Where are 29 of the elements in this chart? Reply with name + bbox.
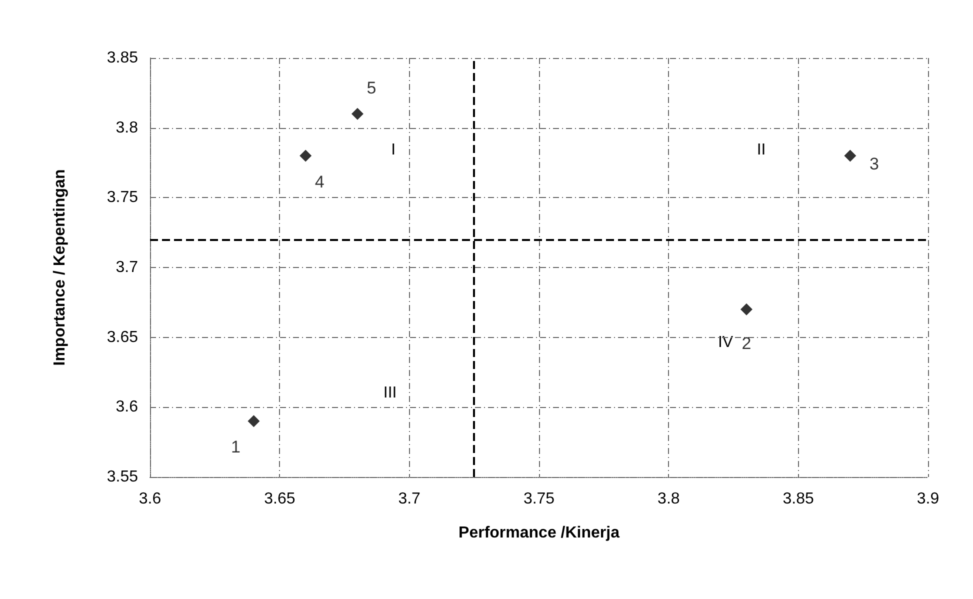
y-axis-title: Importance / Kepentingan [52, 169, 68, 366]
annotation: I [391, 141, 396, 158]
x-axis-title: Performance /Kinerja [458, 524, 620, 542]
x-tick-label: 3.75 [523, 490, 555, 508]
annotation: 5 [366, 78, 376, 98]
x-tick-label: 3.85 [782, 490, 814, 508]
x-tick-label: 3.6 [138, 490, 162, 508]
point [351, 108, 364, 120]
x-tick-label: 3.65 [264, 490, 296, 508]
point [740, 303, 752, 316]
y-tick-label: 3.85 [106, 50, 138, 66]
annotation: 3 [869, 154, 879, 174]
point [300, 150, 312, 162]
y-tick-label: 3.8 [116, 119, 138, 136]
y-tick-label: 3.6 [116, 398, 138, 416]
point [844, 150, 856, 162]
point [248, 415, 260, 428]
annotation: 1 [231, 438, 240, 457]
y-tick-label: 3.7 [116, 259, 138, 276]
annotation: 4 [314, 172, 324, 192]
y-tick-label: 3.75 [106, 189, 138, 206]
annotation: 2 [742, 334, 752, 353]
x-tick-label: 3.9 [916, 490, 940, 508]
annotation: II [756, 141, 766, 158]
x-tick-label: 3.8 [658, 490, 680, 508]
x-tick-label: 3.7 [398, 490, 421, 508]
y-tick-label: 3.65 [106, 328, 138, 346]
y-tick-label: 3.55 [106, 468, 138, 486]
annotation: III [383, 384, 397, 402]
